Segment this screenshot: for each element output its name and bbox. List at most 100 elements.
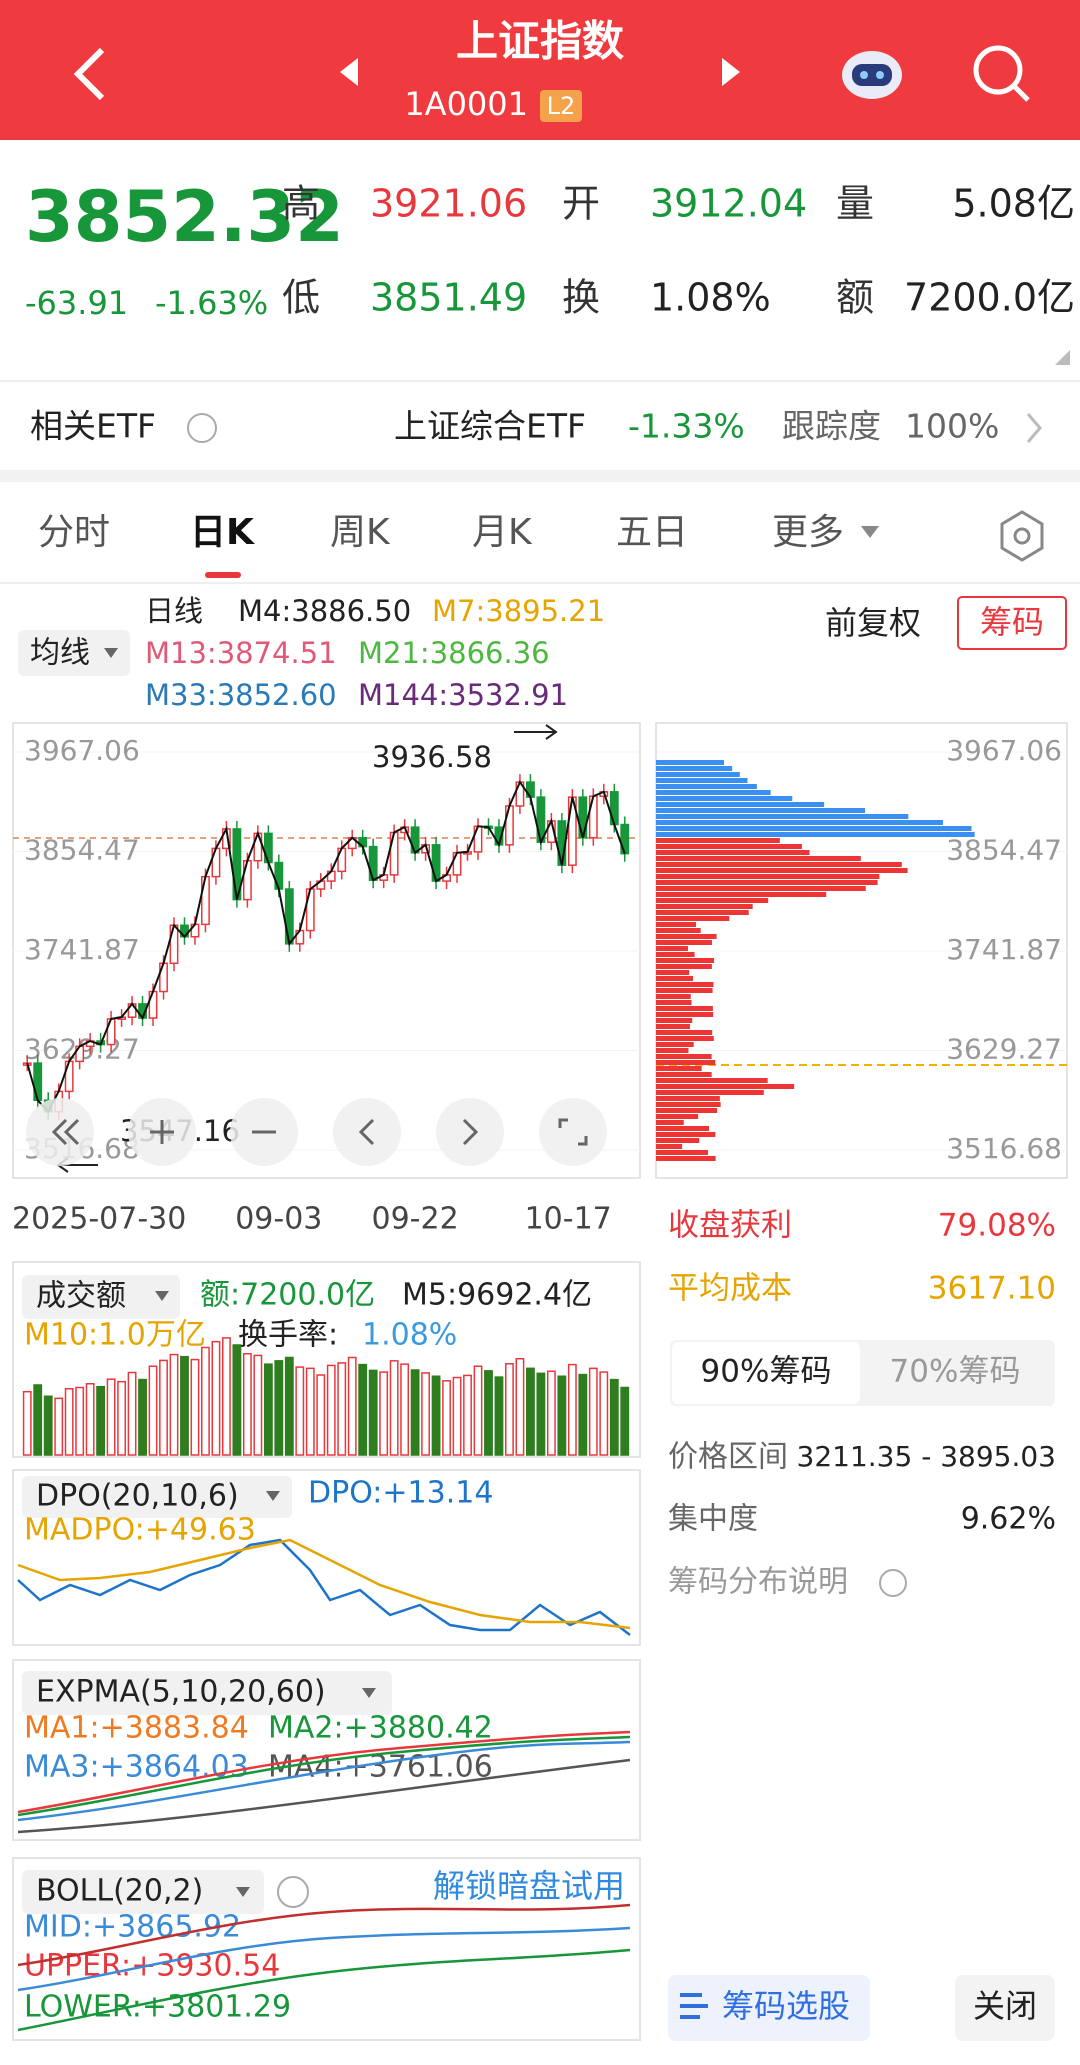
chip-bar <box>656 820 943 825</box>
chip-bar <box>656 1048 689 1053</box>
arrow <box>514 724 558 740</box>
robot-icon[interactable] <box>842 51 902 99</box>
chip-bar <box>656 976 694 981</box>
volume-bar <box>557 1375 567 1456</box>
chip-tab[interactable]: 70%筹码 <box>890 1354 1021 1390</box>
chip-bar <box>656 1132 716 1137</box>
chip-bar <box>656 958 715 963</box>
back-button[interactable] <box>73 47 105 101</box>
dropdown-arrow <box>861 526 879 538</box>
left-button[interactable] <box>333 1098 401 1166</box>
volume-bar <box>211 1340 221 1456</box>
select-button[interactable] <box>668 1975 870 2041</box>
title: 上证指数 <box>456 17 624 66</box>
chip-bar <box>656 1012 714 1017</box>
search-icon[interactable] <box>973 45 1030 102</box>
chip-bar <box>656 940 712 945</box>
ma-item: M7:3895.21 <box>432 594 605 628</box>
upper-line <box>17 1903 631 1967</box>
y-tick-label: 3741.87 <box>24 933 140 966</box>
volume-bar <box>379 1371 389 1456</box>
chip-label: 平均成本 <box>668 1271 792 1307</box>
volume-bar <box>442 1380 451 1456</box>
quote-label: 高 <box>282 182 320 226</box>
volume-bar <box>599 1371 609 1456</box>
volume-item: 换手率: <box>238 1318 338 1353</box>
chip-bar <box>656 952 695 957</box>
chevron[interactable] <box>1026 413 1042 443</box>
volume-bar <box>106 1378 116 1456</box>
lower-line <box>17 1948 631 2032</box>
chip-bar <box>656 790 771 795</box>
tab[interactable]: 周K <box>330 512 391 553</box>
dropdown-arrow <box>266 1491 280 1501</box>
explain[interactable]: 筹码分布说明 <box>668 1565 848 1600</box>
volume-bar <box>484 1370 493 1456</box>
volume-bar <box>295 1366 305 1456</box>
volume-bar <box>253 1354 263 1456</box>
chip-tab[interactable]: 90%筹码 <box>701 1354 832 1390</box>
unlock-link[interactable]: 解锁暗盘试用 <box>433 1867 625 1905</box>
tab[interactable]: 月K <box>472 512 533 553</box>
chip-bar <box>656 1078 768 1083</box>
chip-bar <box>656 1006 713 1011</box>
volume-bar <box>400 1363 410 1456</box>
chip-bar <box>656 1036 714 1041</box>
chip-bar <box>656 1066 702 1071</box>
volume-bar <box>567 1363 577 1456</box>
info-icon[interactable] <box>277 1876 309 1908</box>
volume-item: M10:1.0万亿 <box>24 1318 206 1353</box>
chips-button[interactable] <box>957 596 1067 650</box>
tab[interactable]: 五日 <box>616 512 688 553</box>
close-button[interactable] <box>955 1975 1055 2041</box>
dropdown-arrow <box>104 648 118 658</box>
range: 3211.35 - 3895.03 <box>797 1440 1056 1473</box>
prev-button[interactable] <box>340 58 358 86</box>
expma-title: EXPMA(5,10,20,60) <box>36 1675 326 1710</box>
dpo-button[interactable] <box>22 1476 292 1518</box>
settings-icon[interactable] <box>1000 510 1044 562</box>
expma-button[interactable] <box>22 1671 392 1715</box>
select-label: 筹码选股 <box>722 1987 850 2025</box>
tracking-label: 跟踪度 <box>782 407 881 446</box>
tab[interactable]: 分时 <box>38 512 110 553</box>
volume-bar <box>284 1356 294 1456</box>
quote-value: 3912.04 <box>650 182 807 226</box>
ma-button[interactable] <box>18 630 130 676</box>
expma-item: MA4:+3761.06 <box>268 1750 493 1785</box>
chip-bar <box>656 838 780 843</box>
chip-tab-active[interactable] <box>672 1342 860 1404</box>
info-icon[interactable] <box>187 413 217 443</box>
volume-bar <box>117 1380 127 1456</box>
quote-value: 1.08% <box>650 276 771 320</box>
info-icon[interactable] <box>879 1569 907 1597</box>
chip-bar <box>656 1072 712 1077</box>
y-tick-label: 3854.47 <box>946 833 1062 866</box>
ma3-line <box>17 1740 631 1822</box>
next-button[interactable] <box>722 58 740 86</box>
expma-item: MA2:+3880.42 <box>268 1711 493 1746</box>
fullscreen-button[interactable] <box>539 1098 607 1166</box>
boll-button[interactable] <box>22 1870 264 1914</box>
dpo-line <box>17 1538 631 1636</box>
tab[interactable]: 更多 <box>772 512 844 553</box>
ma-item: M33:3852.60 <box>145 678 337 712</box>
x-tick-label: 09-03 <box>235 1202 322 1237</box>
dpo-title: DPO(20,10,6) <box>36 1479 239 1514</box>
ma-item: M144:3532.91 <box>358 678 568 712</box>
y-tick-label: 3741.87 <box>946 933 1062 966</box>
chip-bar <box>656 1084 795 1089</box>
volume-bar <box>138 1378 147 1456</box>
right-button[interactable] <box>436 1098 504 1166</box>
y-tick-label: 3854.47 <box>24 833 140 866</box>
adjust[interactable]: 前复权 <box>825 604 921 642</box>
dpo-item: DPO:+13.14 <box>308 1476 493 1511</box>
code: 1A0001 <box>404 85 528 123</box>
volume-button[interactable] <box>22 1275 180 1319</box>
chip-bar <box>656 784 757 789</box>
annotation: 3936.58 <box>372 740 492 774</box>
change-pct: -1.63% <box>155 284 268 322</box>
rewind-button[interactable] <box>26 1098 94 1166</box>
tab[interactable]: 日K <box>190 512 255 553</box>
chip-bar <box>656 832 975 837</box>
